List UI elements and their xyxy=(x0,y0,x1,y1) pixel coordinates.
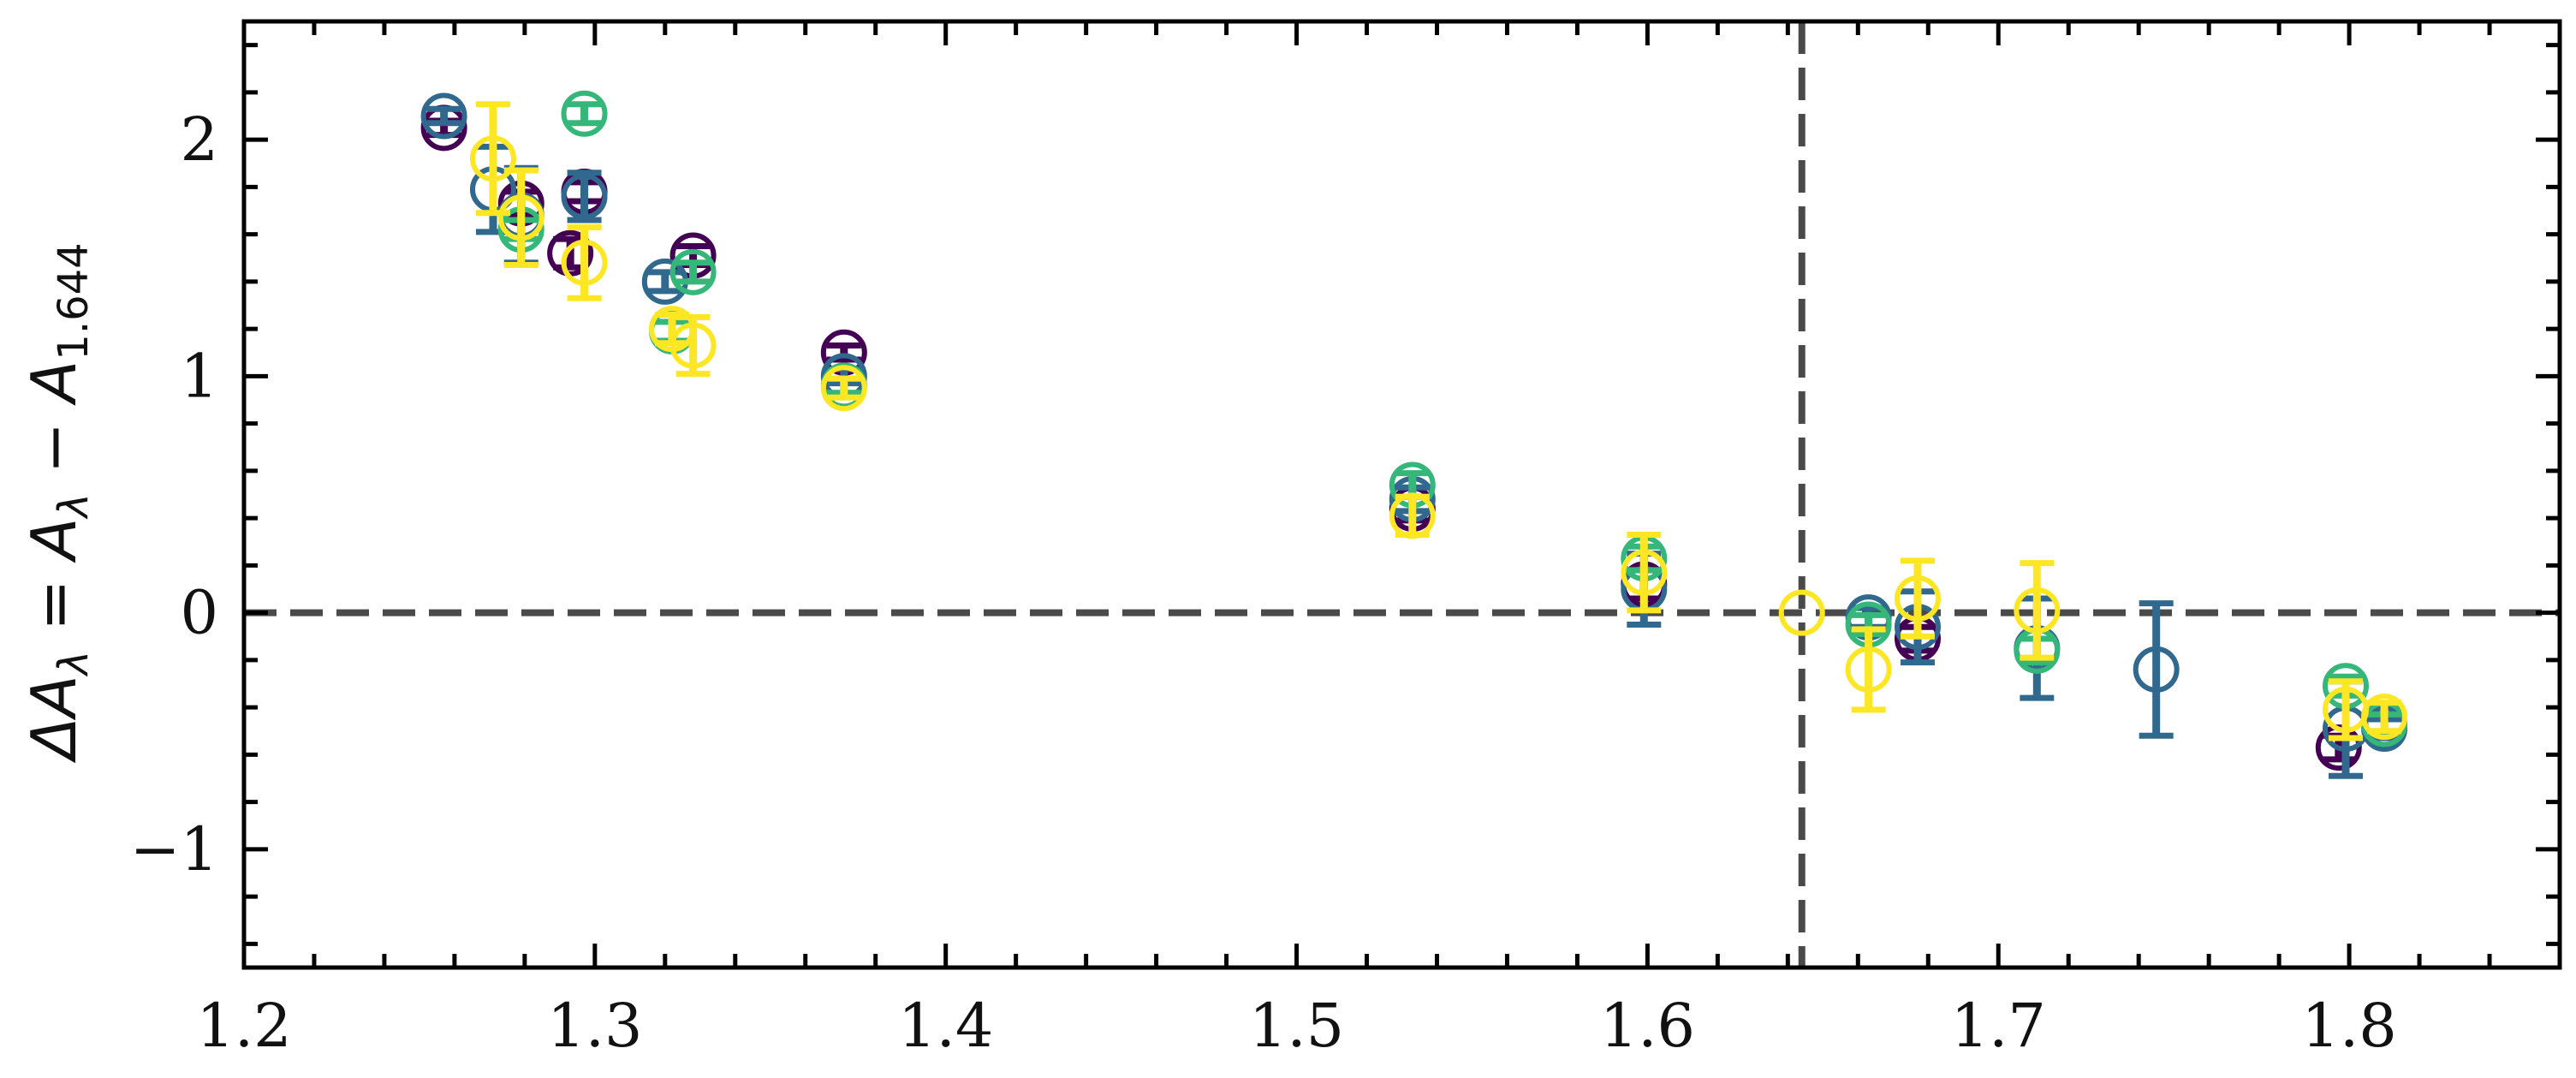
marker-circle xyxy=(547,229,594,277)
marker-circle xyxy=(561,90,608,137)
marker-circle xyxy=(1845,646,1892,693)
marker-circle xyxy=(1389,492,1436,539)
marker-circle xyxy=(669,322,717,369)
x-tick-label: 1.7 xyxy=(1951,991,2046,1061)
y-axis-label: ΔAλ = Aλ − A1.644 xyxy=(18,242,98,763)
y-label-eq: = A xyxy=(18,517,90,650)
data-point xyxy=(561,90,608,137)
y-label-prefix: ΔA xyxy=(18,675,90,764)
data-point xyxy=(2014,560,2061,661)
data-point xyxy=(420,92,467,140)
x-tick-label: 1.3 xyxy=(547,991,642,1061)
marker-circle xyxy=(1894,575,1941,622)
data-point xyxy=(469,101,516,217)
y-label-minus: − A xyxy=(18,360,90,493)
x-tick-label: 1.4 xyxy=(898,991,993,1061)
data-point xyxy=(561,223,608,301)
y-tick-label: −1 xyxy=(130,814,218,884)
tick-labels: 1.2 1.3 1.4 1.5 1.6 1.7 1.8 −1 0 1 2 xyxy=(130,104,2397,1061)
y-label-prefix-sub: λ xyxy=(50,651,98,677)
series-4 xyxy=(469,101,2408,741)
marker-circle xyxy=(497,194,544,241)
marker-circle xyxy=(2014,587,2061,634)
data-point xyxy=(669,313,717,378)
marker-circle xyxy=(2361,694,2408,741)
data-point xyxy=(1778,589,1825,636)
data-point xyxy=(2133,600,2180,739)
marker-circle xyxy=(561,239,608,286)
data-point xyxy=(820,365,867,412)
data-point xyxy=(669,248,717,295)
data-point xyxy=(1845,626,1892,713)
y-tick-label: 0 xyxy=(180,578,218,648)
axis-ticks xyxy=(241,21,2562,968)
data-point xyxy=(1894,557,1941,640)
x-tick-label: 1.5 xyxy=(1249,991,1344,1061)
marker-circle xyxy=(1621,549,1668,596)
y-tick-label: 1 xyxy=(180,341,218,411)
x-tick-label: 1.6 xyxy=(1600,991,1695,1061)
marker-circle xyxy=(420,92,467,140)
x-tick-label: 1.8 xyxy=(2301,991,2396,1061)
data-point xyxy=(561,170,608,223)
marker-circle xyxy=(820,365,867,412)
x-tick-label: 1.2 xyxy=(196,991,291,1061)
y-label-ref-sub: 1.644 xyxy=(50,242,98,360)
plot-frame xyxy=(241,19,2562,970)
data-point xyxy=(1621,531,1668,614)
data-point xyxy=(641,258,688,305)
data-point xyxy=(2361,694,2408,741)
marker-circle xyxy=(469,135,516,182)
marker-circle xyxy=(561,173,608,220)
y-label-eq-sub: λ xyxy=(50,493,98,520)
marker-circle xyxy=(1778,589,1825,636)
y-tick-label: 2 xyxy=(180,104,218,175)
marker-circle xyxy=(669,248,717,295)
reference-lines xyxy=(244,21,2560,968)
plot-data xyxy=(420,90,2408,779)
marker-circle xyxy=(2133,646,2180,693)
data-point xyxy=(1389,492,1436,539)
data-point xyxy=(497,167,544,269)
